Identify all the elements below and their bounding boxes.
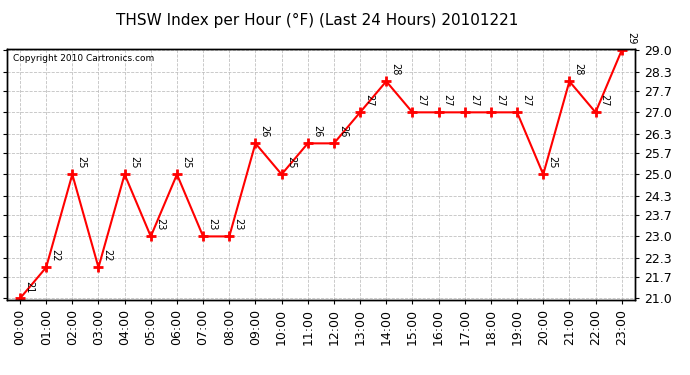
Text: 27: 27 (600, 94, 610, 107)
Text: 26: 26 (338, 125, 348, 138)
Text: 22: 22 (103, 249, 112, 262)
Text: 22: 22 (50, 249, 60, 262)
Text: 26: 26 (312, 125, 322, 138)
Text: 23: 23 (207, 219, 217, 231)
Text: 25: 25 (286, 156, 296, 169)
Text: 21: 21 (24, 280, 34, 293)
Text: 25: 25 (181, 156, 191, 169)
Text: THSW Index per Hour (°F) (Last 24 Hours) 20101221: THSW Index per Hour (°F) (Last 24 Hours)… (116, 13, 519, 28)
Text: 25: 25 (547, 156, 558, 169)
Text: 26: 26 (259, 125, 270, 138)
Text: 29: 29 (626, 32, 636, 45)
Text: 27: 27 (469, 94, 479, 107)
Text: 28: 28 (391, 63, 400, 76)
Text: 27: 27 (495, 94, 505, 107)
Text: 23: 23 (233, 219, 244, 231)
Text: 27: 27 (364, 94, 374, 107)
Text: 23: 23 (155, 219, 165, 231)
Text: Copyright 2010 Cartronics.com: Copyright 2010 Cartronics.com (13, 54, 155, 63)
Text: 27: 27 (521, 94, 531, 107)
Text: 25: 25 (77, 156, 86, 169)
Text: 28: 28 (573, 63, 584, 76)
Text: 27: 27 (443, 94, 453, 107)
Text: 27: 27 (417, 94, 426, 107)
Text: 25: 25 (129, 156, 139, 169)
